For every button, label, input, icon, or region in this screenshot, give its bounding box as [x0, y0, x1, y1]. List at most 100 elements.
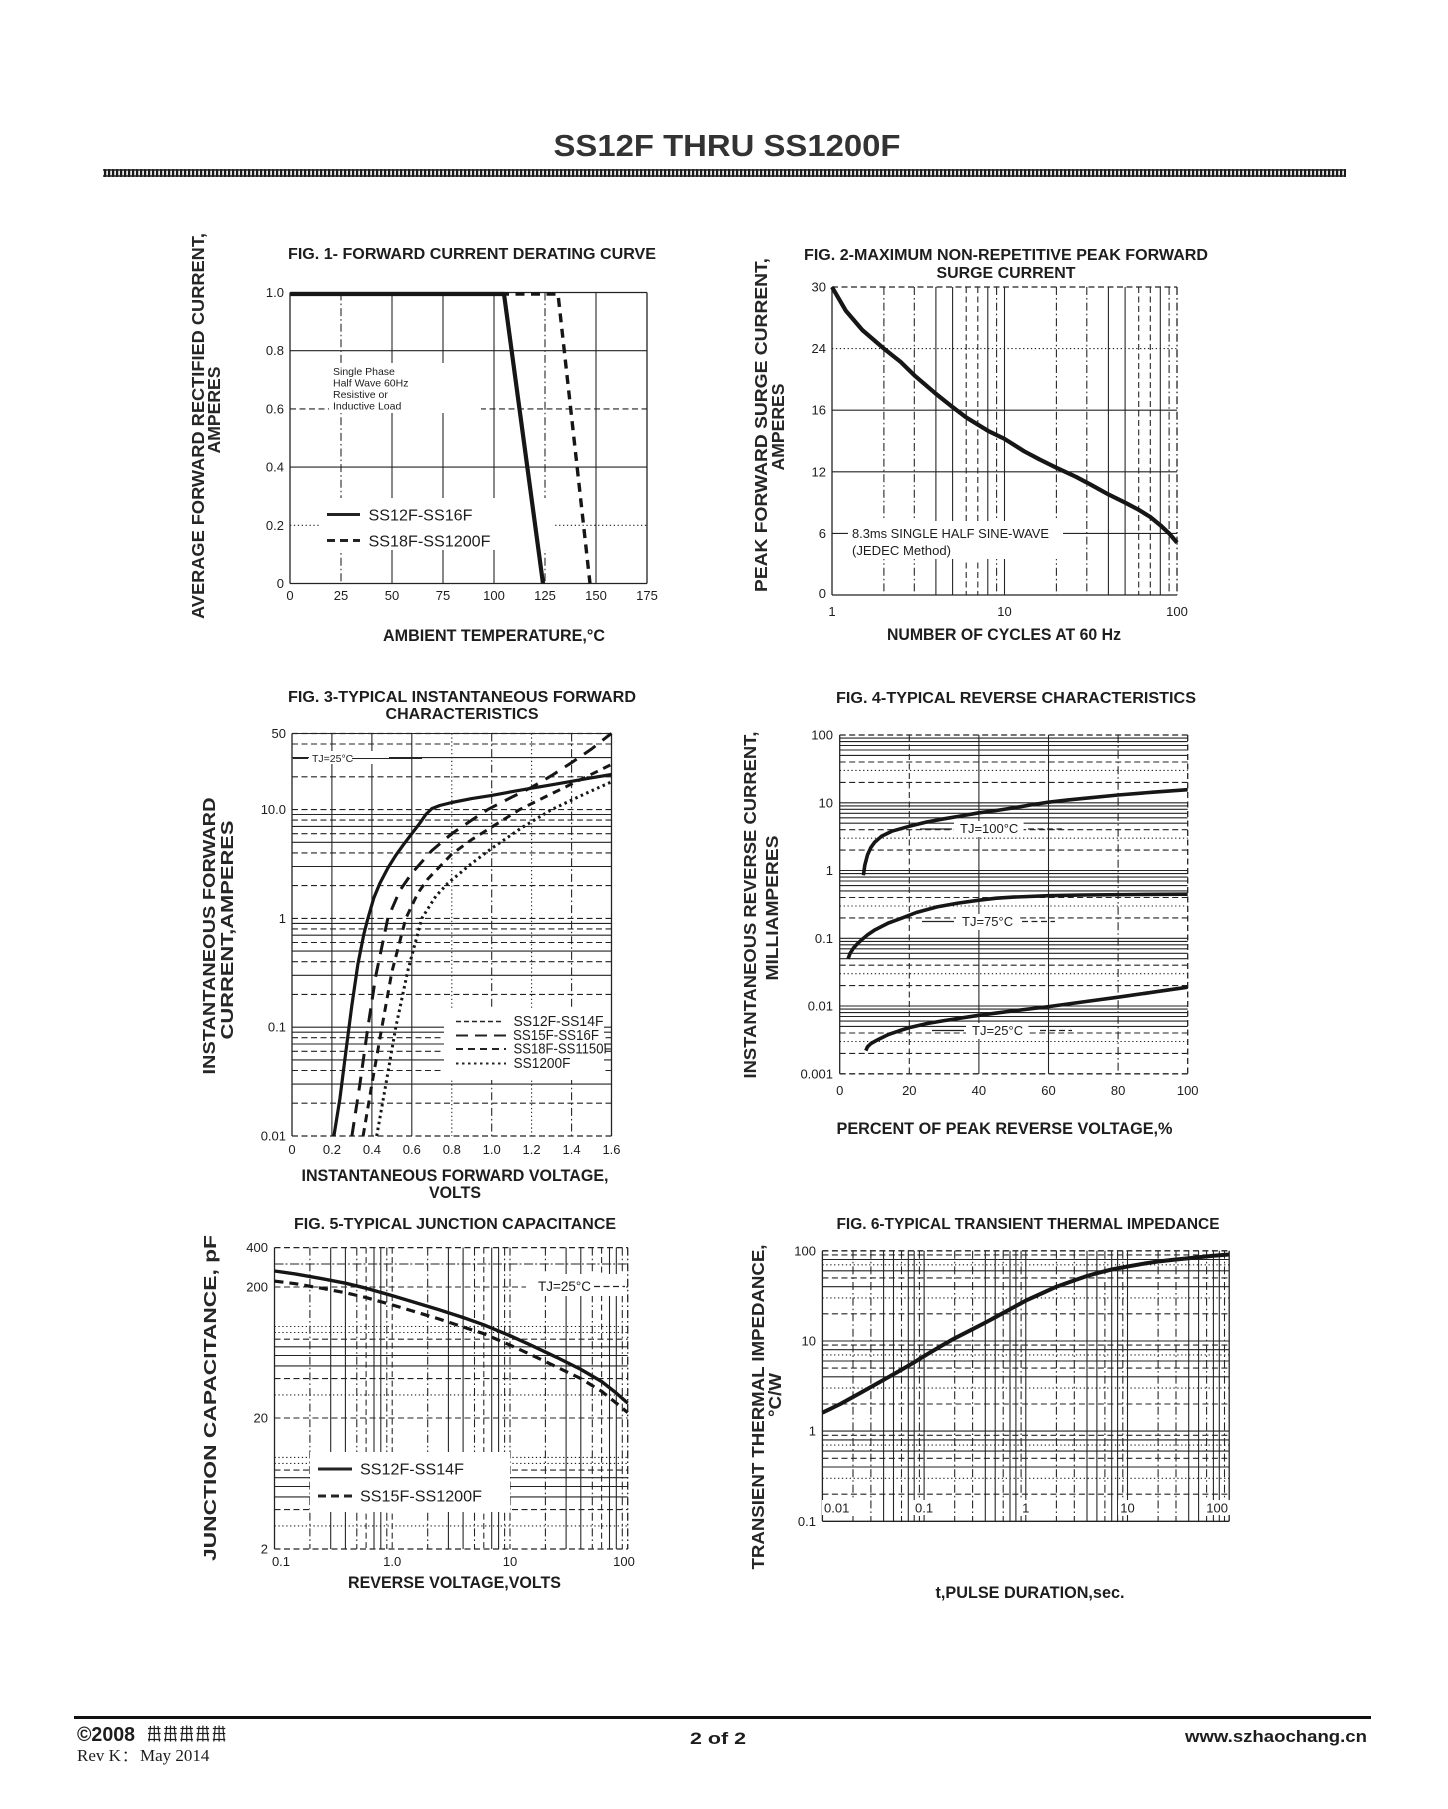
svg-text:0.8: 0.8 — [443, 1142, 461, 1157]
svg-text:TJ=100°C: TJ=100°C — [960, 821, 1018, 836]
svg-text:FIG. 4-TYPICAL REVERSE CHARACT: FIG. 4-TYPICAL REVERSE CHARACTERISTICS — [836, 690, 1196, 707]
svg-text:100: 100 — [1206, 1501, 1228, 1516]
svg-text:www.szhaochang.cn: www.szhaochang.cn — [1184, 1727, 1367, 1746]
svg-text:0.2: 0.2 — [266, 518, 284, 533]
svg-text:125: 125 — [534, 588, 556, 603]
svg-text:FIG. 1- FORWARD CURRENT DERATI: FIG. 1- FORWARD CURRENT DERATING CURVE — [288, 246, 656, 263]
svg-text:NUMBER OF CYCLES AT 60 Hz: NUMBER OF CYCLES AT 60 Hz — [887, 626, 1121, 644]
svg-text:SS12F-SS14F: SS12F-SS14F — [360, 1462, 464, 1479]
svg-text:SS15F-SS16F: SS15F-SS16F — [513, 1028, 599, 1044]
svg-text:0.1: 0.1 — [815, 931, 833, 946]
svg-text:100: 100 — [613, 1554, 635, 1569]
svg-text:20: 20 — [902, 1083, 916, 1098]
svg-text:SS12F THRU SS1200F: SS12F THRU SS1200F — [554, 128, 901, 163]
svg-text:TJ=75°C: TJ=75°C — [962, 914, 1013, 929]
svg-text:°C/W: °C/W — [765, 1372, 785, 1417]
svg-text:1: 1 — [828, 604, 835, 619]
svg-text:25: 25 — [334, 588, 348, 603]
svg-text:REVERSE VOLTAGE,VOLTS: REVERSE VOLTAGE,VOLTS — [348, 1574, 561, 1592]
svg-text:May 2014: May 2014 — [140, 1746, 210, 1765]
svg-text:6: 6 — [819, 526, 826, 541]
svg-text:1.0: 1.0 — [266, 285, 284, 300]
svg-text:INSTANTANEOUS REVERSE CURRENT,: INSTANTANEOUS REVERSE CURRENT, — [740, 732, 760, 1079]
svg-text:FIG. 6-TYPICAL TRANSIENT THERM: FIG. 6-TYPICAL TRANSIENT THERMAL IMPEDAN… — [837, 1216, 1220, 1233]
svg-text:Single Phase: Single Phase — [333, 366, 395, 378]
svg-text:SS1200F: SS1200F — [514, 1056, 571, 1072]
svg-text:CHARACTERISTICS: CHARACTERISTICS — [386, 706, 539, 723]
svg-text:175: 175 — [636, 588, 658, 603]
svg-text:10: 10 — [1120, 1501, 1134, 1516]
svg-text:400: 400 — [246, 1240, 268, 1255]
svg-text:SS12F-SS14F: SS12F-SS14F — [514, 1014, 604, 1030]
svg-text:AMPERES: AMPERES — [768, 384, 788, 471]
svg-text:1: 1 — [826, 863, 833, 878]
svg-text:CURRENT,AMPERES: CURRENT,AMPERES — [217, 821, 237, 1040]
svg-text:100: 100 — [1177, 1083, 1199, 1098]
svg-text:20: 20 — [254, 1411, 268, 1426]
svg-text:FIG. 2-MAXIMUM NON-REPETITIVE: FIG. 2-MAXIMUM NON-REPETITIVE PEAK FORWA… — [804, 247, 1208, 264]
svg-text:Inductive Load: Inductive Load — [333, 401, 401, 413]
svg-text:100: 100 — [1166, 604, 1188, 619]
svg-text:100: 100 — [483, 588, 505, 603]
svg-text:1.0: 1.0 — [383, 1554, 401, 1569]
svg-text:30: 30 — [812, 280, 826, 295]
svg-text:0.01: 0.01 — [808, 999, 833, 1014]
svg-text:0: 0 — [288, 1142, 295, 1157]
svg-text:0: 0 — [836, 1083, 843, 1098]
svg-text:INSTANTANEOUS FORWARD VOLTAGE,: INSTANTANEOUS FORWARD VOLTAGE, — [302, 1167, 609, 1185]
svg-text:AMPERES: AMPERES — [204, 367, 224, 454]
svg-text:0.1: 0.1 — [798, 1514, 816, 1529]
svg-text:75: 75 — [436, 588, 450, 603]
svg-text:150: 150 — [585, 588, 607, 603]
svg-text:VOLTS: VOLTS — [429, 1184, 481, 1202]
svg-text:1.6: 1.6 — [602, 1142, 620, 1157]
svg-text:2: 2 — [261, 1542, 268, 1557]
svg-text:100: 100 — [794, 1243, 816, 1258]
svg-text:2 of 2: 2 of 2 — [690, 1729, 746, 1748]
svg-text:Rev K: Rev K — [77, 1746, 122, 1765]
svg-text:10.0: 10.0 — [261, 802, 286, 817]
svg-text:0.8: 0.8 — [266, 343, 284, 358]
svg-text:SS15F-SS1200F: SS15F-SS1200F — [360, 1489, 482, 1506]
svg-text:Half Wave 60Hz: Half Wave 60Hz — [333, 378, 408, 390]
svg-text:50: 50 — [272, 726, 286, 741]
svg-text:FIG. 3-TYPICAL INSTANTANEOUS F: FIG. 3-TYPICAL INSTANTANEOUS FORWARD — [288, 689, 636, 706]
svg-text:50: 50 — [385, 588, 399, 603]
svg-text:0: 0 — [819, 586, 826, 601]
svg-text:10: 10 — [503, 1554, 517, 1569]
svg-text:©2008: ©2008 — [77, 1724, 135, 1746]
svg-text:40: 40 — [972, 1083, 986, 1098]
svg-text:1: 1 — [279, 911, 286, 926]
svg-text:MILLIAMPERES: MILLIAMPERES — [762, 836, 782, 981]
svg-text:t,PULSE DURATION,sec.: t,PULSE DURATION,sec. — [936, 1584, 1125, 1602]
svg-text:10: 10 — [819, 795, 833, 810]
svg-text:24: 24 — [812, 341, 826, 356]
svg-text:80: 80 — [1111, 1083, 1125, 1098]
svg-text:100: 100 — [811, 728, 833, 743]
svg-text:TJ=25°C: TJ=25°C — [972, 1023, 1023, 1038]
svg-text:8.3ms SINGLE HALF SINE-WAVE: 8.3ms SINGLE HALF SINE-WAVE — [852, 526, 1049, 541]
svg-text:1.2: 1.2 — [523, 1142, 541, 1157]
svg-text:AMBIENT TEMPERATURE,°C: AMBIENT TEMPERATURE,°C — [383, 627, 605, 645]
svg-text:INSTANTANEOUS FORWARD: INSTANTANEOUS FORWARD — [199, 798, 219, 1075]
svg-text:PEAK FORWARD SURGE CURRENT,: PEAK FORWARD SURGE CURRENT, — [751, 258, 771, 592]
svg-text:0.4: 0.4 — [363, 1142, 381, 1157]
svg-text:10: 10 — [997, 604, 1011, 619]
svg-text:0.01: 0.01 — [824, 1501, 849, 1516]
svg-text:SURGE CURRENT: SURGE CURRENT — [937, 265, 1076, 282]
svg-text:JUNCTION CAPACITANCE, pF: JUNCTION CAPACITANCE, pF — [200, 1235, 220, 1561]
svg-text:(JEDEC Method): (JEDEC Method) — [852, 543, 951, 558]
svg-text:1: 1 — [809, 1424, 816, 1439]
svg-text:0.01: 0.01 — [261, 1129, 286, 1144]
svg-text:10: 10 — [802, 1334, 816, 1349]
svg-text:60: 60 — [1041, 1083, 1055, 1098]
svg-text:0.1: 0.1 — [272, 1554, 290, 1569]
svg-text:0: 0 — [286, 588, 293, 603]
svg-text:0.1: 0.1 — [268, 1020, 286, 1035]
svg-text:0.001: 0.001 — [800, 1066, 833, 1081]
svg-text:TRANSIENT THERMAL IMPEDANCE,: TRANSIENT THERMAL IMPEDANCE, — [748, 1245, 768, 1570]
svg-text:12: 12 — [812, 464, 826, 479]
svg-text:SS18F-SS1200F: SS18F-SS1200F — [369, 534, 491, 551]
svg-text:SS18F-SS1150F: SS18F-SS1150F — [514, 1042, 612, 1058]
svg-text:200: 200 — [246, 1280, 268, 1295]
